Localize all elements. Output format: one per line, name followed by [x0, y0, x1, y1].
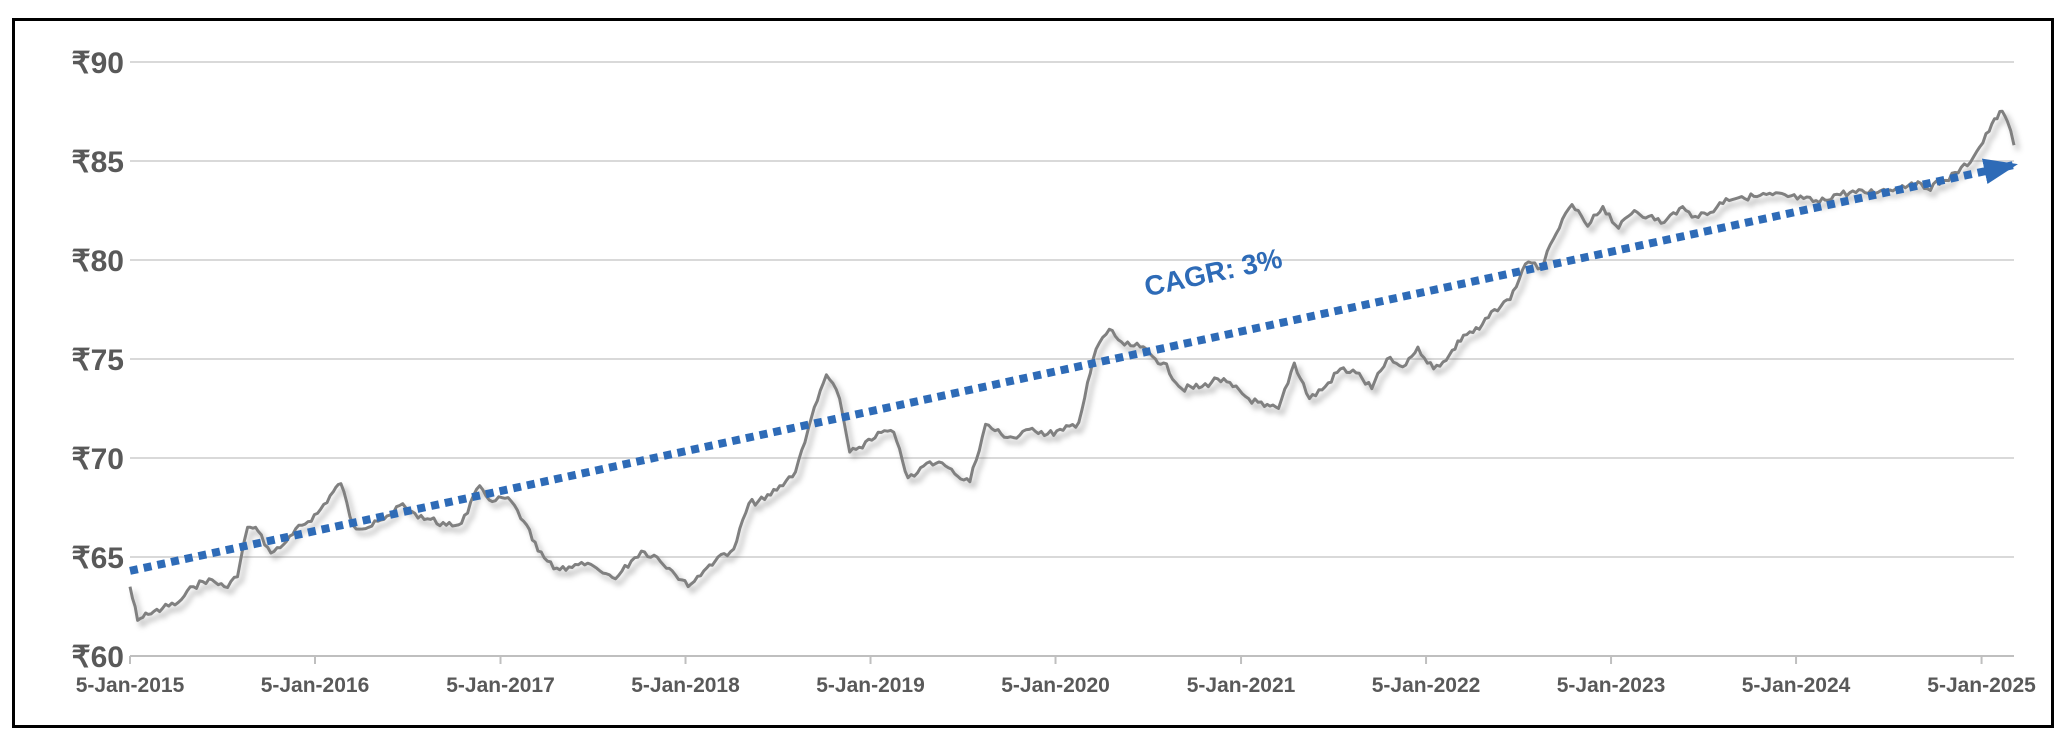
- cagr-trendline: [129, 158, 2018, 575]
- y-tick-label: ₹90: [72, 47, 124, 80]
- x-tick-label: 5-Jan-2022: [1372, 674, 1481, 697]
- x-tick-label: 5-Jan-2025: [1927, 674, 2036, 697]
- y-tick-label: ₹60: [72, 641, 124, 674]
- x-tick-label: 5-Jan-2019: [816, 674, 925, 697]
- y-tick-label: ₹70: [72, 443, 124, 476]
- y-tick-label: ₹85: [72, 146, 124, 179]
- y-tick-label: ₹80: [72, 245, 124, 278]
- series-line-0: [128, 109, 2016, 622]
- y-tick-label: ₹75: [72, 344, 124, 377]
- x-tick-label: 5-Jan-2018: [631, 674, 740, 697]
- x-tick-label: 5-Jan-2020: [1001, 674, 1110, 697]
- x-tick-label: 5-Jan-2017: [446, 674, 555, 697]
- x-tick-label: 5-Jan-2015: [76, 674, 185, 697]
- cagr-annotation: CAGR: 3%: [1141, 243, 1285, 303]
- x-tick-label: 5-Jan-2024: [1742, 674, 1851, 697]
- x-tick-label: 5-Jan-2023: [1557, 674, 1666, 697]
- y-tick-label: ₹65: [72, 542, 124, 575]
- x-tick-label: 5-Jan-2021: [1187, 674, 1296, 697]
- x-tick-label: 5-Jan-2016: [261, 674, 370, 697]
